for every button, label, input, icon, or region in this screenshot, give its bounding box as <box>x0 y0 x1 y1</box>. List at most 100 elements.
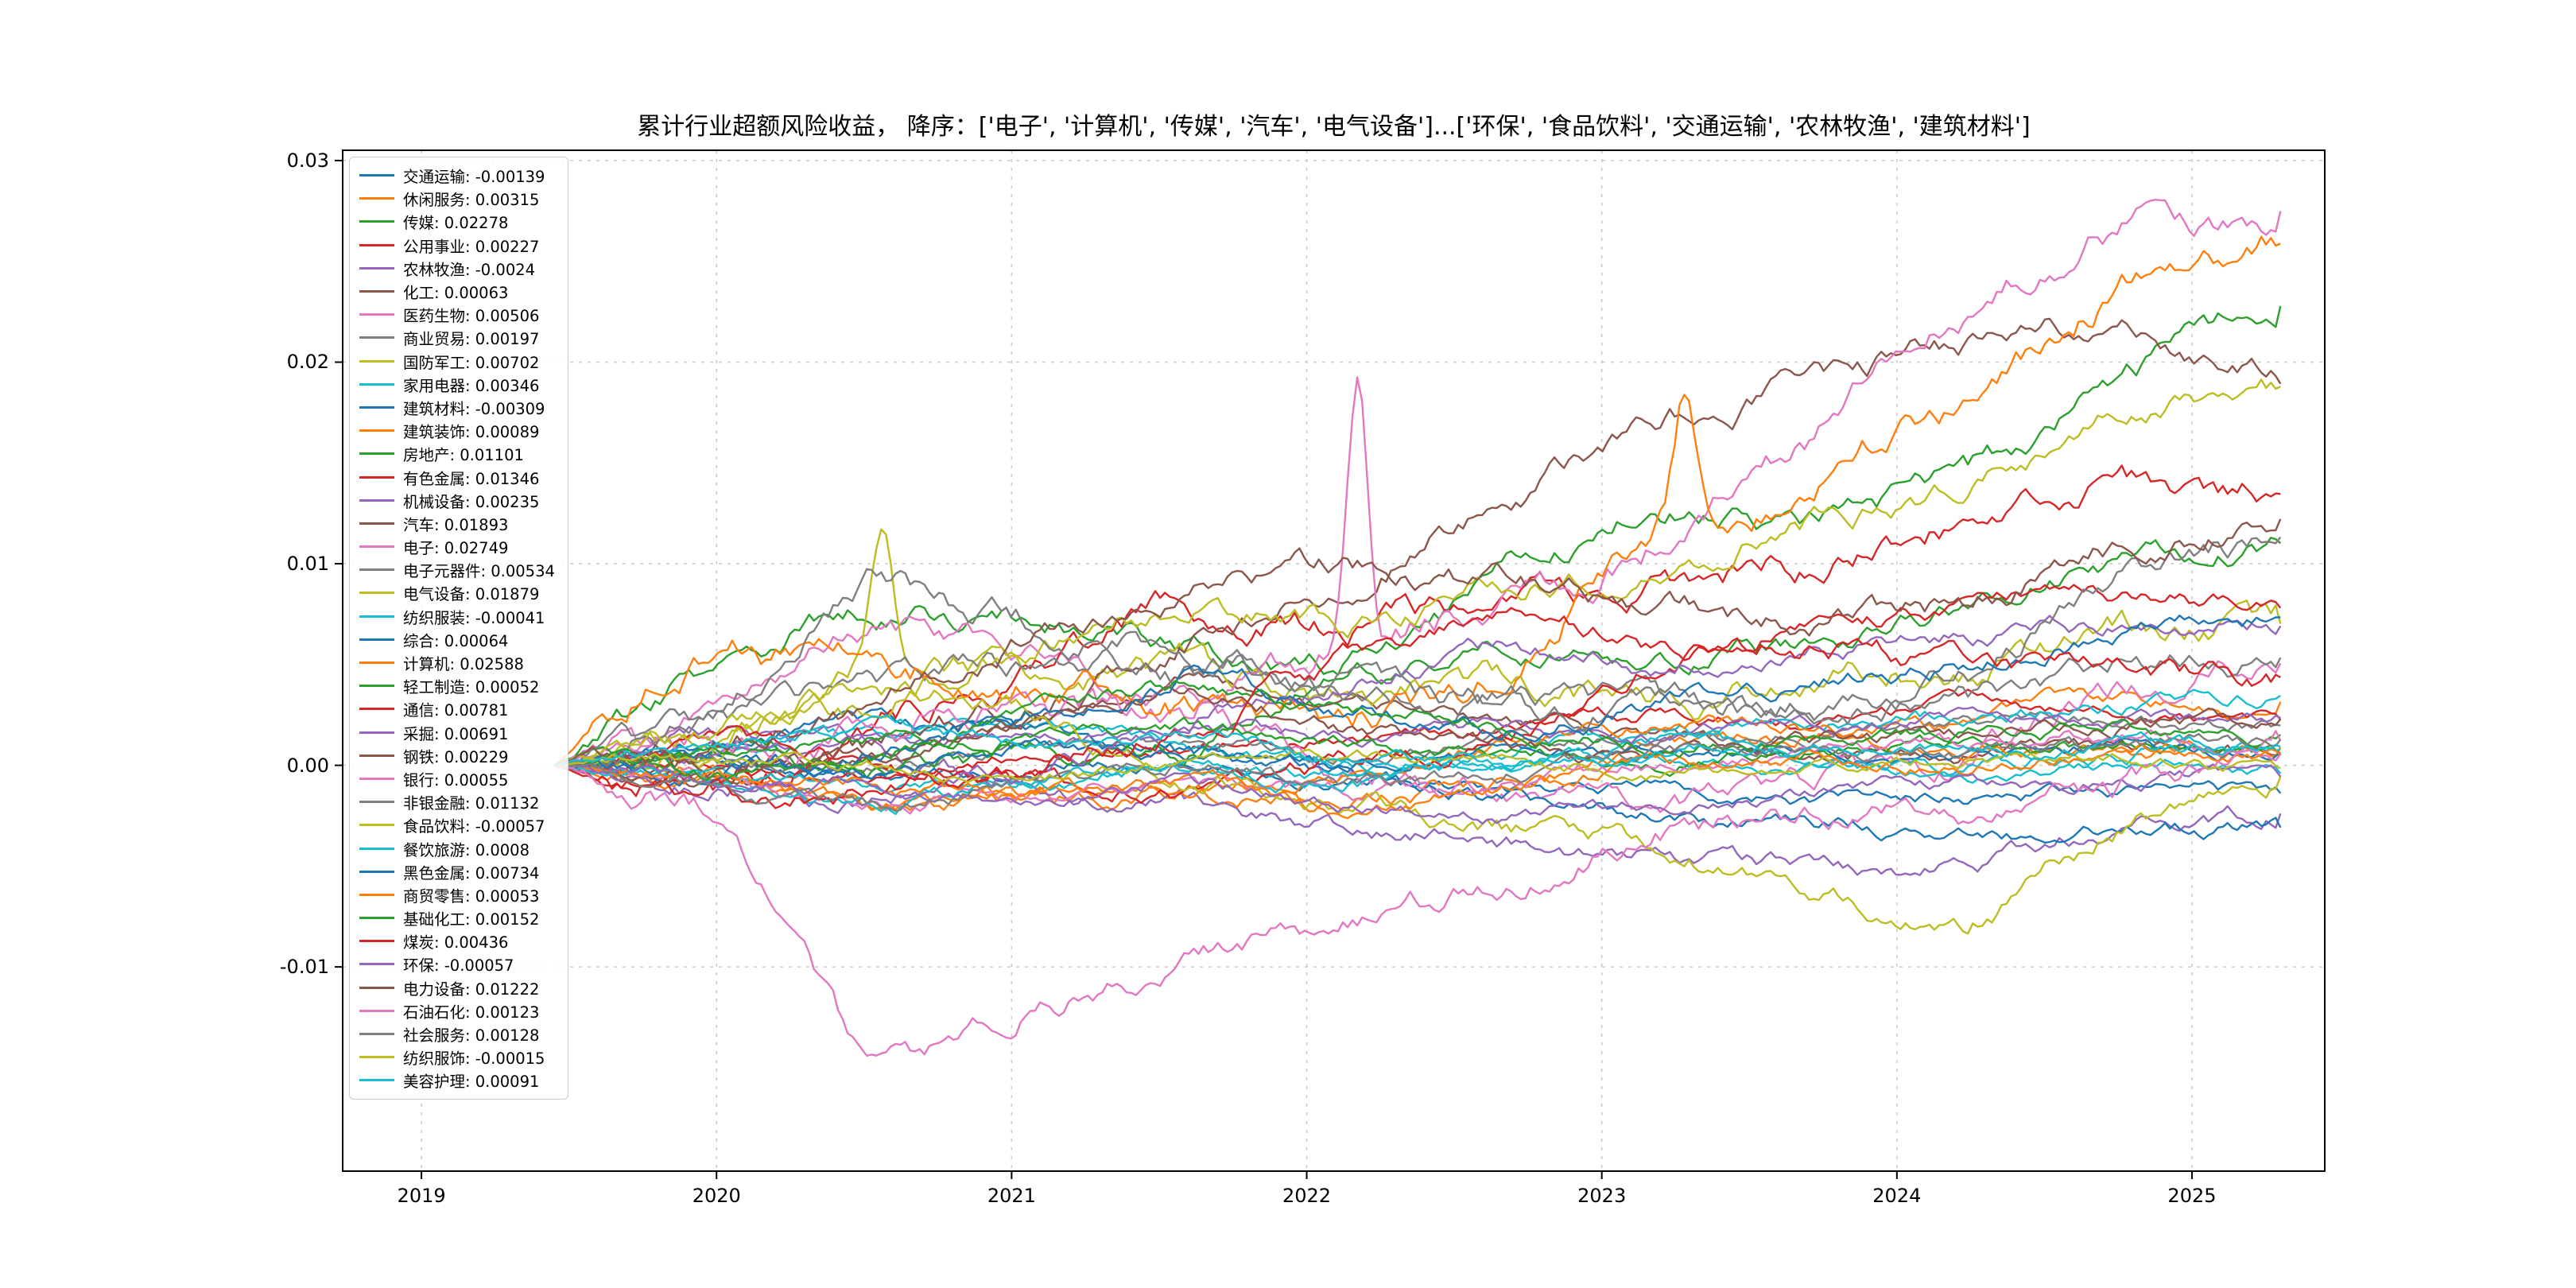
legend-label: 纺织服饰: -0.00015 <box>403 1049 545 1069</box>
series-line-采掘 <box>553 615 2282 814</box>
legend-line-sample <box>359 475 394 479</box>
series-line-钢铁 <box>554 686 2282 782</box>
legend-item-汽车: 汽车: 0.01893 <box>359 512 555 535</box>
legend-item-电子: 电子: 0.02749 <box>359 535 555 558</box>
legend-line-sample <box>359 638 394 641</box>
legend-line-sample <box>359 708 394 711</box>
legend-item-公用事业: 公用事业: 0.00227 <box>359 234 555 257</box>
legend-label: 建筑装饰: 0.00089 <box>403 423 540 442</box>
legend-item-食品饮料: 食品饮料: -0.00057 <box>359 813 555 836</box>
legend-item-建筑装饰: 建筑装饰: 0.00089 <box>359 419 555 442</box>
legend-line-sample <box>359 568 394 572</box>
legend-line-sample <box>359 545 394 549</box>
legend-item-纺织服装: 纺织服装: -0.00041 <box>359 605 555 628</box>
legend-item-钢铁: 钢铁: 0.00229 <box>359 744 555 767</box>
legend-line-sample <box>359 870 394 873</box>
legend-label: 化工: 0.00063 <box>403 284 509 303</box>
series-line-机械设备 <box>553 706 2281 766</box>
series-line-食品饮料 <box>553 681 2282 935</box>
legend-item-黑色金属: 黑色金属: 0.00734 <box>359 860 555 883</box>
y-tick-label: 0.00 <box>286 754 329 777</box>
x-tick-label: 2025 <box>2167 1185 2217 1207</box>
legend-line-sample <box>359 1009 394 1012</box>
series-line-传媒 <box>553 305 2282 766</box>
legend-item-机械设备: 机械设备: 0.00235 <box>359 489 555 512</box>
legend-label: 美容护理: 0.00091 <box>403 1073 540 1092</box>
legend-label: 黑色金属: 0.00734 <box>403 863 540 883</box>
x-tick-label: 2020 <box>692 1185 741 1207</box>
legend-label: 轻工制造: 0.00052 <box>403 678 540 697</box>
legend-label: 电气设备: 0.01879 <box>403 585 540 604</box>
legend-label: 农林牧渔: -0.0024 <box>403 260 536 279</box>
y-tick-label: 0.02 <box>286 351 329 374</box>
legend-label: 社会服务: 0.00128 <box>403 1026 540 1046</box>
legend-label: 计算机: 0.02588 <box>403 655 524 674</box>
legend-item-非银金融: 非银金融: 0.01132 <box>359 790 555 813</box>
legend-item-交通运输: 交通运输: -0.00139 <box>359 164 555 187</box>
series-line-商贸零售 <box>554 742 2282 820</box>
series-line-电气设备 <box>554 378 2281 766</box>
legend-label: 交通运输: -0.00139 <box>403 168 545 187</box>
legend-line-sample <box>359 405 394 409</box>
legend-label: 采掘: 0.00691 <box>403 724 509 743</box>
legend-item-医药生物: 医药生物: 0.00506 <box>359 303 555 326</box>
legend-line-sample <box>359 382 394 386</box>
chart-title: 累计行业超额风险收益， 降序：['电子', '计算机', '传媒', '汽车',… <box>637 113 2031 141</box>
legend-label: 煤炭: 0.00436 <box>403 933 509 952</box>
series-line-建筑材料 <box>554 707 2282 844</box>
legend-line-sample <box>359 290 394 293</box>
legend-line-sample <box>359 801 394 804</box>
series-line-电子 <box>553 199 2282 770</box>
legend-label: 商业贸易: 0.00197 <box>403 330 540 349</box>
x-tick-label: 2019 <box>397 1185 446 1207</box>
legend-label: 传媒: 0.02278 <box>403 214 509 233</box>
legend-line-sample <box>359 661 394 665</box>
legend-item-综合: 综合: 0.00064 <box>359 628 555 651</box>
legend-item-商业贸易: 商业贸易: 0.00197 <box>359 326 555 349</box>
series-lines <box>553 199 2282 1057</box>
legend-line-sample <box>359 499 394 502</box>
legend-item-石油石化: 石油石化: 0.00123 <box>359 999 555 1022</box>
legend-label: 国防军工: 0.00702 <box>403 353 540 372</box>
legend-item-国防军工: 国防军工: 0.00702 <box>359 350 555 373</box>
legend-item-纺织服饰: 纺织服饰: -0.00015 <box>359 1046 555 1069</box>
series-line-轻工制造 <box>554 716 2282 778</box>
legend-item-电气设备: 电气设备: 0.01879 <box>359 581 555 604</box>
series-line-汽车 <box>554 317 2282 785</box>
series-line-石油石化 <box>553 730 2282 1057</box>
legend-line-sample <box>359 940 394 943</box>
legend-line-sample <box>359 824 394 827</box>
legend-item-休闲服务: 休闲服务: 0.00315 <box>359 187 555 210</box>
y-tick-label: 0.01 <box>286 553 329 576</box>
y-tick-label: -0.01 <box>279 956 329 979</box>
legend-line-sample <box>359 174 394 177</box>
legend-label: 食品饮料: -0.00057 <box>403 817 545 836</box>
legend-line-sample <box>359 777 394 780</box>
series-line-通信 <box>554 584 2282 805</box>
series-line-社会服务 <box>554 732 2282 813</box>
legend-label: 房地产: 0.01101 <box>403 446 524 465</box>
legend-label: 银行: 0.00055 <box>403 770 509 789</box>
legend-line-sample <box>359 592 394 595</box>
legend: 交通运输: -0.00139 休闲服务: 0.00315 传媒: 0.02278 公用… <box>349 157 568 1100</box>
series-line-农林牧渔 <box>553 723 2282 876</box>
legend-line-sample <box>359 731 394 734</box>
x-tick-label: 2024 <box>1872 1185 1922 1207</box>
legend-label: 家用电器: 0.00346 <box>403 376 540 395</box>
series-line-煤炭 <box>553 607 2281 809</box>
legend-item-家用电器: 家用电器: 0.00346 <box>359 373 555 396</box>
x-tick-label: 2021 <box>987 1185 1036 1207</box>
series-line-纺织服饰 <box>554 748 2281 783</box>
legend-label: 汽车: 0.01893 <box>403 515 509 534</box>
legend-line-sample <box>359 429 394 433</box>
series-line-基础化工 <box>554 680 2282 781</box>
series-line-电力设备 <box>553 518 2282 766</box>
legend-line-sample <box>359 197 394 200</box>
legend-item-基础化工: 基础化工: 0.00152 <box>359 906 555 929</box>
legend-line-sample <box>359 1056 394 1059</box>
legend-line-sample <box>359 917 394 920</box>
legend-line-sample <box>359 359 394 363</box>
legend-label: 钢铁: 0.00229 <box>403 747 509 766</box>
legend-label: 医药生物: 0.00506 <box>403 307 540 326</box>
